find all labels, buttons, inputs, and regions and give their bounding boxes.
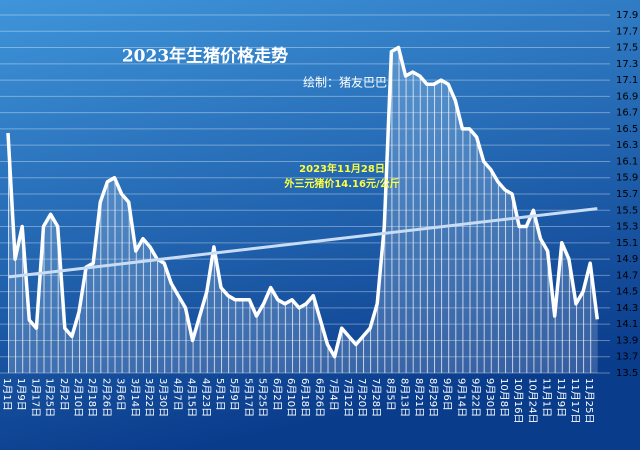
- y-tick-label: 15.7: [616, 189, 638, 200]
- x-tick-label: 3月30日: [157, 378, 169, 417]
- y-tick-label: 14.3: [616, 303, 638, 314]
- x-tick-label: 11月17日: [569, 378, 581, 423]
- x-tick-label: 4月7日: [171, 378, 183, 411]
- y-tick-label: 16.1: [616, 156, 638, 167]
- x-tick-label: 9月30日: [484, 378, 496, 417]
- x-tick-label: 5月1日: [214, 378, 226, 411]
- x-tick-label: 8月21日: [413, 378, 425, 417]
- y-tick-label: 17.1: [616, 75, 638, 86]
- annotation: 外三元猪价14.16元/公斤: [283, 177, 399, 190]
- x-tick-label: 7月28日: [370, 378, 382, 417]
- x-tick-label: 3月22日: [143, 378, 155, 417]
- x-tick-label: 1月9日: [15, 378, 27, 411]
- y-tick-label: 16.5: [616, 124, 638, 135]
- y-tick-label: 17.5: [616, 43, 638, 54]
- x-tick-label: 11月9日: [555, 378, 567, 417]
- y-tick-label: 16.3: [616, 140, 638, 151]
- x-tick-label: 5月25日: [257, 378, 269, 417]
- x-tick-label: 6月2日: [271, 378, 283, 411]
- x-tick-label: 2月18日: [86, 378, 98, 417]
- y-tick-label: 13.7: [616, 352, 638, 363]
- x-tick-label: 9月22日: [470, 378, 482, 417]
- y-tick-label: 13.5: [616, 368, 638, 379]
- x-tick-label: 11月1日: [541, 378, 553, 417]
- x-tick-label: 4月23日: [200, 378, 212, 417]
- x-tick-label: 11月25日: [583, 378, 595, 423]
- x-tick-label: 8月13日: [399, 378, 411, 417]
- x-tick-label: 10月8日: [498, 378, 510, 417]
- y-tick-label: 15.9: [616, 173, 638, 184]
- x-tick-label: 2月2日: [58, 378, 70, 411]
- trend-line: [7, 207, 598, 279]
- y-tick-label: 16.9: [616, 91, 638, 102]
- x-tick-label: 7月20日: [356, 378, 368, 417]
- x-tick-label: 10月24日: [526, 378, 538, 423]
- y-tick-label: 17.3: [616, 59, 638, 70]
- x-tick-label: 5月9日: [228, 378, 240, 411]
- y-tick-label: 14.9: [616, 254, 638, 265]
- x-tick-label: 6月10日: [285, 378, 297, 417]
- x-tick-label: 2月10日: [72, 378, 84, 417]
- x-tick-label: 6月26日: [313, 378, 325, 417]
- x-tick-label: 3月6日: [115, 378, 127, 411]
- x-tick-label: 1月25日: [44, 378, 56, 417]
- x-tick-label: 7月4日: [328, 378, 340, 411]
- x-tick-label: 9月6日: [441, 378, 453, 411]
- x-tick-label: 10月16日: [512, 378, 524, 423]
- x-tick-label: 2月26日: [100, 378, 112, 417]
- x-tick-label: 4月15日: [186, 378, 198, 417]
- x-tick-label: 5月17日: [242, 378, 254, 417]
- y-tick-label: 13.9: [616, 335, 638, 346]
- subtitle: 绘制：猪友巴巴: [303, 75, 387, 90]
- area: [8, 47, 598, 373]
- x-tick-label: 9月14日: [455, 378, 467, 417]
- y-tick-label: 15.3: [616, 222, 638, 233]
- annotation: 2023年11月28日: [299, 162, 385, 175]
- y-tick-label: 16.7: [616, 108, 638, 119]
- x-tick-label: 6月18日: [299, 378, 311, 417]
- x-tick-label: 1月17日: [29, 378, 41, 417]
- y-tick-label: 14.1: [616, 319, 638, 330]
- line: [6, 45, 600, 359]
- x-tick-label: 8月5日: [384, 378, 396, 411]
- x-tick-label: 8月29日: [427, 378, 439, 417]
- x-tick-label: 7月12日: [342, 378, 354, 417]
- y-tick-label: 15.5: [616, 205, 638, 216]
- y-tick-label: 14.5: [616, 287, 638, 298]
- y-tick-label: 15.1: [616, 238, 638, 249]
- x-tick-label: 1月1日: [1, 378, 13, 411]
- y-tick-label: 14.7: [616, 270, 638, 281]
- y-tick-label: 17.9: [616, 10, 638, 21]
- y-tick-label: 17.7: [616, 26, 638, 37]
- chart-title: 2023年生猪价格走势: [122, 46, 288, 67]
- x-tick-label: 3月14日: [129, 378, 141, 417]
